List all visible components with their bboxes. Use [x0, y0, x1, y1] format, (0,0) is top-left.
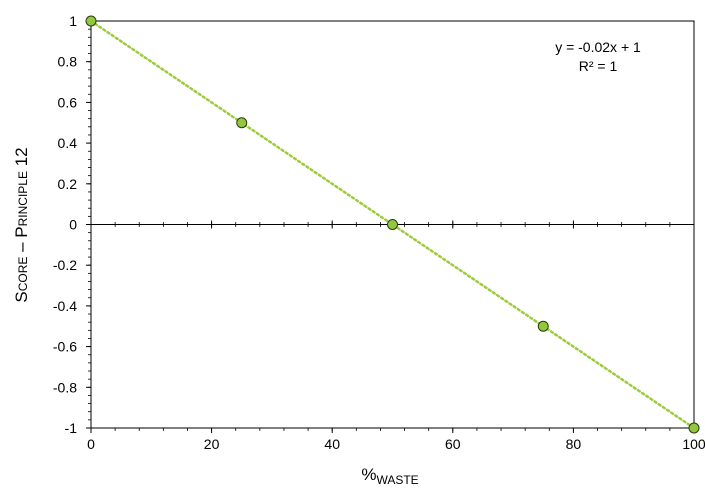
- x-axis-title-main: %: [361, 465, 376, 484]
- x-tick-label: 0: [87, 436, 95, 452]
- trendline-equation: y = -0.02x + 1: [555, 39, 641, 55]
- y-tick-label: 1: [69, 13, 77, 29]
- y-tick-label: -1: [65, 420, 78, 436]
- x-axis-title: %WASTE: [361, 465, 418, 487]
- x-axis-title-sub: WASTE: [376, 473, 418, 487]
- y-tick-label: -0.6: [53, 339, 77, 355]
- tick-labels: -1 -0.8 -0.6 -0.4 -0.2 0 0.2 0.4 0.6 0.8 1 0 20 40 60 8…: [53, 13, 705, 452]
- x-tick-label: 100: [682, 436, 705, 452]
- y-axis-title-part-5: 12: [12, 147, 31, 171]
- y-tick-label: -0.2: [53, 257, 77, 273]
- data-point: [688, 422, 700, 434]
- y-axis-title-part-4: RINCIPLE: [16, 171, 30, 226]
- r-squared-label: R² = 1: [579, 58, 618, 74]
- y-axis-title: SCORE – PRINCIPLE 12: [12, 147, 31, 302]
- y-axis-title-part-1: S: [12, 291, 31, 302]
- data-point: [85, 15, 97, 27]
- y-tick-label: 0.6: [58, 94, 78, 110]
- data-point: [537, 320, 549, 332]
- x-tick-label: 80: [566, 436, 582, 452]
- x-tick-label: 20: [204, 436, 220, 452]
- y-tick-label: 0.4: [58, 135, 78, 151]
- y-tick-label: 0.8: [58, 54, 78, 70]
- y-tick-label: 0.2: [58, 176, 78, 192]
- y-tick-label: 0: [69, 217, 77, 233]
- x-tick-label: 40: [324, 436, 340, 452]
- y-axis-title-part-3: – P: [12, 226, 31, 256]
- y-axis-title-part-2: CORE: [16, 257, 30, 292]
- y-tick-label: -0.8: [53, 379, 77, 395]
- data-point: [236, 117, 248, 129]
- data-point: [387, 219, 398, 230]
- y-tick-label: -0.4: [53, 298, 77, 314]
- x-tick-label: 60: [445, 436, 461, 452]
- data-points: [85, 15, 700, 434]
